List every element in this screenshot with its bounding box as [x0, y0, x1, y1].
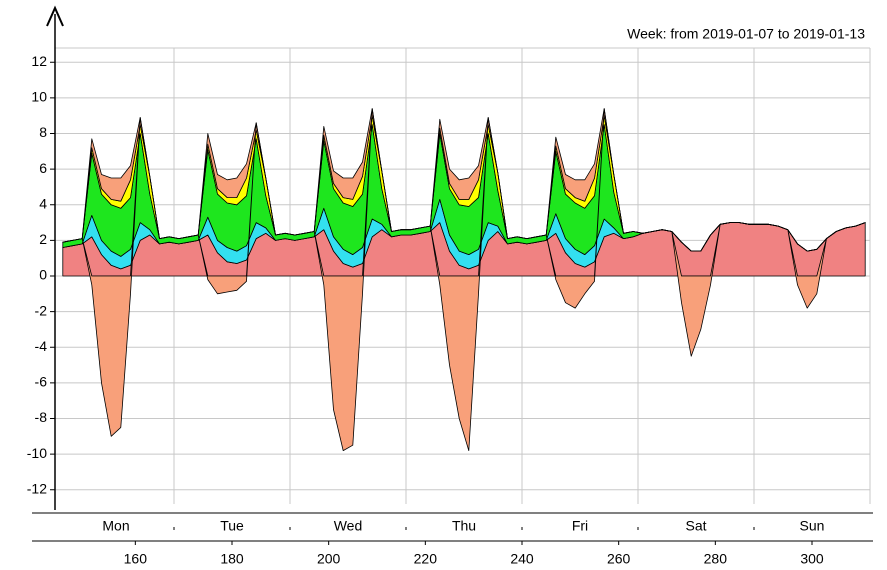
x-tick-label: 220 [414, 551, 438, 567]
day-label: Sun [800, 518, 825, 534]
x-tick-label: 160 [124, 551, 148, 567]
x-tick-label: 240 [510, 551, 534, 567]
chart-title: Week: from 2019-01-07 to 2019-01-13 [627, 26, 865, 42]
day-label: Tue [220, 518, 244, 534]
x-tick-label: 200 [317, 551, 341, 567]
day-label: Sat [685, 518, 706, 534]
x-tick-label: 260 [607, 551, 631, 567]
y-tick-label: -6 [35, 374, 48, 390]
x-tick-label: 280 [704, 551, 728, 567]
day-label: Mon [102, 518, 129, 534]
y-tick-label: -12 [27, 480, 47, 496]
day-label: Thu [452, 518, 476, 534]
y-axis-arrow [46, 5, 64, 27]
y-tick-label: 12 [31, 53, 47, 69]
area [62, 108, 866, 451]
day-label: Wed [334, 518, 363, 534]
y-tick-label: 2 [39, 231, 47, 247]
y-tick-label: -4 [35, 338, 48, 354]
y-tick-label: 6 [39, 160, 47, 176]
y-tick-label: -2 [35, 302, 48, 318]
y-tick-label: -8 [35, 409, 48, 425]
y-tick-label: 0 [39, 267, 47, 283]
y-tick-label: 10 [31, 89, 47, 105]
day-label: Fri [572, 518, 588, 534]
y-tick-label: 8 [39, 124, 47, 140]
x-tick-label: 180 [220, 551, 244, 567]
y-tick-label: 4 [39, 195, 47, 211]
y-tick-label: -10 [27, 445, 47, 461]
x-tick-label: 300 [800, 551, 824, 567]
